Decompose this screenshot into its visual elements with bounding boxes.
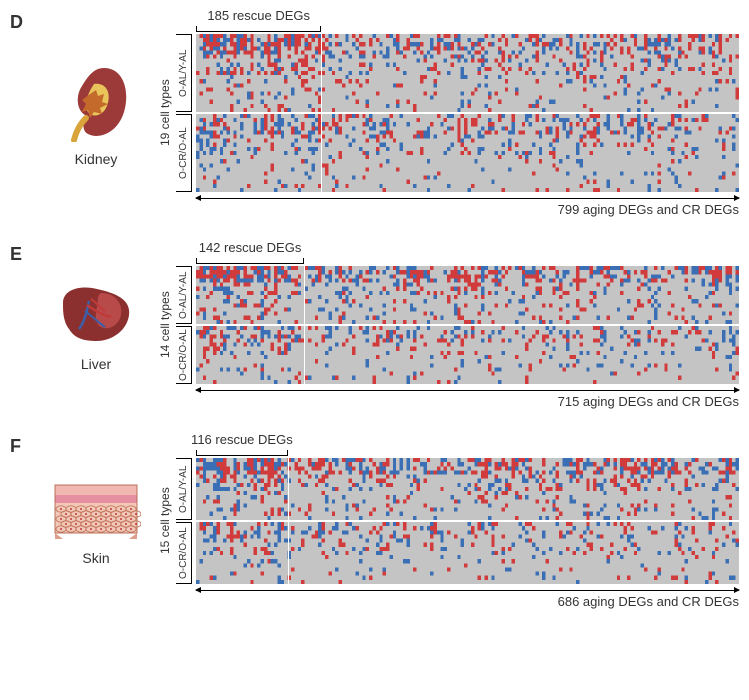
heatmap-zone: 116 rescue DEGs 15 cell types O-AL/Y-AL … (156, 436, 739, 608)
row-group-top: O-AL/Y-AL (176, 266, 192, 324)
kidney-icon (60, 62, 132, 151)
x-axis-label: 715 aging DEGs and CR DEGs (558, 394, 739, 409)
row-group-bottom: O-CR/O-AL (176, 114, 192, 192)
x-axis-label: 799 aging DEGs and CR DEGs (558, 202, 739, 217)
heatmap-pair (196, 34, 739, 192)
row-group-labels: O-AL/Y-AL O-CR/O-AL (174, 266, 196, 384)
rescue-degs-label: 185 rescue DEGs (207, 8, 310, 23)
row-group-labels: O-AL/Y-AL O-CR/O-AL (174, 458, 196, 584)
heatmap-pair (196, 266, 739, 384)
panel-D: D Kidney 185 rescue DEGs 19 cell types O… (10, 12, 739, 216)
organ-icon-col: Liver (36, 244, 156, 408)
x-axis: 686 aging DEGs and CR DEGs (196, 588, 739, 608)
heatmap-zone: 142 rescue DEGs 14 cell types O-AL/Y-AL … (156, 244, 739, 408)
panel-E: E Liver 142 rescue DEGs 14 cell types O-… (10, 244, 739, 408)
panel-letter: E (10, 244, 36, 408)
heatmap-zone: 185 rescue DEGs 19 cell types O-AL/Y-AL … (156, 12, 739, 216)
y-axis-label: 14 cell types (156, 266, 174, 384)
x-axis: 799 aging DEGs and CR DEGs (196, 196, 739, 216)
rescue-degs-label: 116 rescue DEGs (191, 432, 293, 447)
row-group-top: O-AL/Y-AL (176, 34, 192, 112)
organ-icon-col: Kidney (36, 12, 156, 216)
heatmap-top (196, 266, 739, 324)
organ-label: Skin (82, 550, 109, 566)
x-axis: 715 aging DEGs and CR DEGs (196, 388, 739, 408)
skin-icon (51, 479, 141, 550)
heatmap-top (196, 458, 739, 520)
row-group-bottom: O-CR/O-AL (176, 522, 192, 584)
rescue-divider (304, 266, 305, 384)
panel-letter: D (10, 12, 36, 216)
heatmap-bottom (196, 114, 739, 192)
organ-label: Kidney (75, 151, 118, 167)
heatmap-pair (196, 458, 739, 584)
y-axis-label: 19 cell types (156, 34, 174, 192)
organ-icon-col: Skin (36, 436, 156, 608)
heatmap-top (196, 34, 739, 112)
heatmap-bottom (196, 326, 739, 384)
x-axis-label: 686 aging DEGs and CR DEGs (558, 594, 739, 609)
row-group-bottom: O-CR/O-AL (176, 326, 192, 384)
row-group-labels: O-AL/Y-AL O-CR/O-AL (174, 34, 196, 192)
panel-F: F Skin 116 rescue DEGs 15 cell types O-A… (10, 436, 739, 608)
row-group-top: O-AL/Y-AL (176, 458, 192, 520)
y-axis-label: 15 cell types (156, 458, 174, 584)
panel-letter: F (10, 436, 36, 608)
organ-label: Liver (81, 356, 111, 372)
heatmap-bottom (196, 522, 739, 584)
liver-icon (57, 281, 135, 356)
rescue-degs-label: 142 rescue DEGs (199, 240, 302, 255)
rescue-divider (288, 458, 289, 584)
rescue-divider (321, 34, 322, 192)
